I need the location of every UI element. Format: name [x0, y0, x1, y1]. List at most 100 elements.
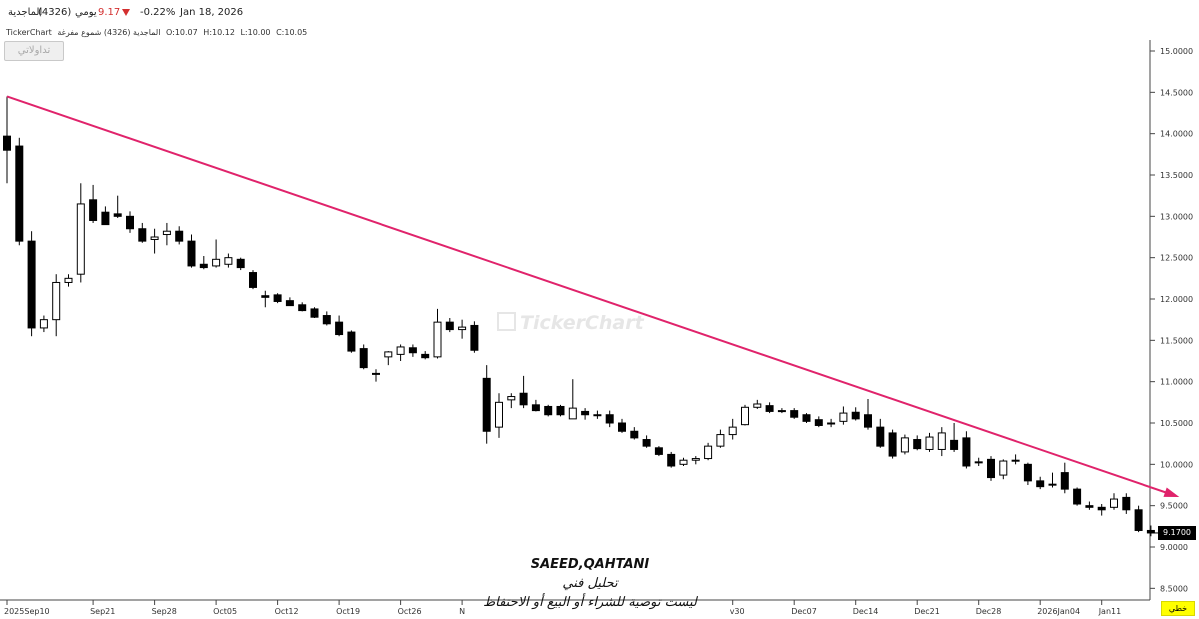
bear-candle[interactable] [3, 135, 11, 151]
bear-candle[interactable] [630, 430, 639, 439]
bear-candle[interactable] [1073, 488, 1082, 505]
bull-candle[interactable] [507, 396, 516, 401]
y-tick-label: 9.0000 [1160, 543, 1188, 552]
low-value: L:10.00 [240, 28, 271, 37]
bear-candle[interactable] [273, 294, 282, 302]
bull-candle[interactable] [458, 326, 467, 331]
bear-candle[interactable] [89, 199, 98, 221]
bear-candle[interactable] [1097, 506, 1106, 511]
bull-candle[interactable] [999, 460, 1008, 476]
x-tick-label: Oct26 [398, 607, 422, 616]
bear-candle[interactable] [101, 211, 110, 226]
bear-candle[interactable] [470, 324, 479, 351]
bear-candle[interactable] [888, 432, 897, 457]
bear-candle[interactable] [864, 414, 872, 428]
bear-candle[interactable] [285, 300, 294, 307]
bear-candle[interactable] [335, 321, 344, 336]
bear-candle[interactable] [851, 411, 860, 420]
bull-candle[interactable] [900, 437, 909, 453]
bear-candle[interactable] [249, 272, 257, 288]
bull-candle[interactable] [593, 414, 602, 417]
scale-toggle-button[interactable]: خطي [1161, 601, 1195, 616]
bear-candle[interactable] [618, 422, 626, 432]
bear-candle[interactable] [187, 240, 196, 267]
bull-candle[interactable] [224, 257, 233, 265]
bull-candle[interactable] [716, 434, 725, 447]
bull-candle[interactable] [433, 321, 442, 358]
bear-candle[interactable] [1023, 463, 1032, 482]
bear-candle[interactable] [421, 353, 430, 359]
bear-candle[interactable] [913, 439, 922, 450]
bull-candle[interactable] [384, 351, 393, 358]
bear-candle[interactable] [445, 321, 454, 331]
bull-candle[interactable] [396, 346, 405, 355]
bear-candle[interactable] [802, 414, 811, 422]
bear-candle[interactable] [199, 263, 208, 269]
bull-candle[interactable] [974, 461, 983, 464]
bull-candle[interactable] [1110, 498, 1118, 508]
bear-candle[interactable] [1122, 496, 1131, 511]
bear-candle[interactable] [1060, 472, 1069, 490]
bull-candle[interactable] [937, 432, 946, 450]
bear-candle[interactable] [359, 348, 368, 369]
bull-candle[interactable] [162, 230, 171, 236]
bear-candle[interactable] [126, 215, 134, 230]
bear-candle[interactable] [790, 410, 799, 418]
bear-candle[interactable] [1134, 509, 1143, 531]
bull-candle[interactable] [827, 422, 836, 425]
bear-candle[interactable] [1048, 483, 1057, 486]
bull-candle[interactable] [925, 436, 934, 450]
bull-candle[interactable] [568, 407, 577, 420]
bull-candle[interactable] [495, 401, 503, 428]
bear-candle[interactable] [298, 304, 307, 312]
bear-candle[interactable] [962, 437, 971, 467]
bull-candle[interactable] [691, 458, 700, 461]
bear-candle[interactable] [347, 331, 356, 352]
trendline[interactable] [6, 95, 1176, 497]
bear-candle[interactable] [814, 419, 823, 426]
bull-candle[interactable] [753, 403, 762, 408]
bear-candle[interactable] [27, 240, 36, 329]
bull-candle[interactable] [212, 258, 221, 267]
bull-candle[interactable] [728, 426, 737, 436]
bear-candle[interactable] [950, 439, 959, 450]
bear-candle[interactable] [654, 447, 663, 455]
bull-candle[interactable] [839, 412, 848, 422]
bear-candle[interactable] [544, 405, 553, 416]
bull-candle[interactable] [741, 406, 749, 426]
bull-candle[interactable] [1011, 459, 1020, 462]
bear-candle[interactable] [372, 372, 380, 375]
bear-candle[interactable] [605, 414, 614, 424]
bull-candle[interactable] [76, 203, 85, 275]
bear-candle[interactable] [138, 228, 147, 242]
bear-candle[interactable] [876, 426, 885, 447]
bull-candle[interactable] [679, 459, 688, 465]
bear-candle[interactable] [408, 347, 417, 354]
bear-candle[interactable] [667, 453, 676, 467]
bull-candle[interactable] [150, 236, 159, 240]
bear-candle[interactable] [175, 230, 184, 242]
bear-candle[interactable] [310, 308, 319, 318]
bear-candle[interactable] [1085, 505, 1094, 508]
bull-candle[interactable] [52, 281, 61, 321]
bull-candle[interactable] [704, 445, 713, 460]
bear-candle[interactable] [236, 258, 245, 269]
bear-candle[interactable] [556, 405, 565, 416]
my-trades-button[interactable]: تداولاتي [4, 41, 64, 61]
bear-candle[interactable] [531, 404, 540, 412]
bear-candle[interactable] [519, 392, 528, 406]
bear-candle[interactable] [581, 410, 590, 416]
bear-candle[interactable] [765, 405, 774, 412]
bear-candle[interactable] [322, 315, 331, 325]
bear-candle[interactable] [987, 458, 995, 479]
bull-candle[interactable] [64, 277, 73, 283]
bear-candle[interactable] [15, 145, 24, 242]
bear-candle[interactable] [261, 295, 270, 298]
bear-candle[interactable] [1036, 480, 1045, 488]
bear-candle[interactable] [113, 213, 122, 217]
bull-candle[interactable] [777, 410, 786, 413]
bull-candle[interactable] [39, 319, 48, 329]
bear-candle[interactable] [482, 377, 491, 432]
bear-candle[interactable] [642, 439, 651, 447]
